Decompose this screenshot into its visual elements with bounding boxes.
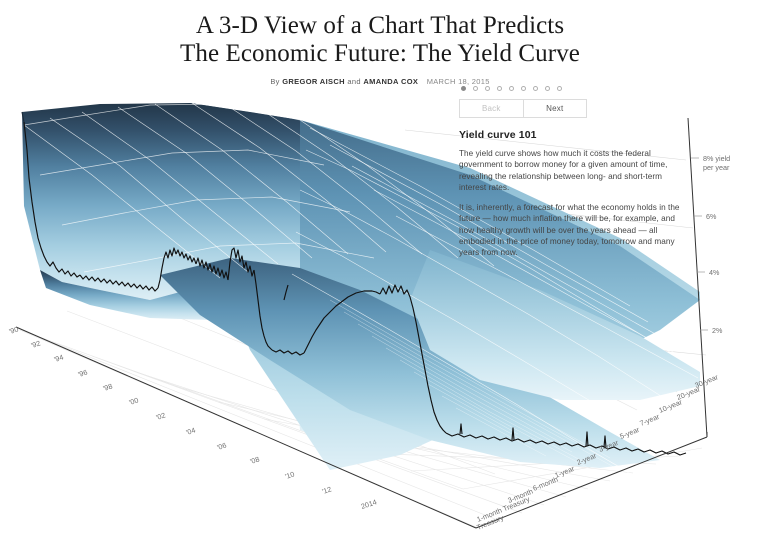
year-tick: '10 [284,469,296,480]
year-tick: '92 [30,338,42,349]
surface-far-fan [410,250,700,400]
author-name-2[interactable]: AMANDA COX [363,77,419,86]
story-stepper-panel[interactable]: Back Next Yield curve 101 The yield curv… [459,83,691,267]
yield-tick: 6% [706,212,717,221]
story-heading: Yield curve 101 [459,129,537,141]
byline-prefix: By [270,77,280,86]
year-tick: '06 [216,440,228,451]
year-tick: '96 [77,367,89,378]
back-button[interactable]: Back [460,100,523,117]
year-tick: '00 [128,395,140,406]
article-header: A 3-D View of a Chart That Predicts The … [0,0,760,86]
year-tick: '90 [8,324,20,335]
yield-surface[interactable] [22,102,700,483]
yield-tick-top-sub: per year [703,163,730,172]
year-tick: '08 [249,454,261,465]
page-title: A 3-D View of a Chart That Predicts The … [100,12,660,68]
year-tick: 2014 [360,497,378,511]
maturity-tick: 7-year [638,412,661,428]
step-dot-5[interactable] [509,85,514,91]
surface-gridlines-year [23,103,375,273]
step-dot-4[interactable] [497,85,502,91]
step-navigation[interactable]: Back Next [459,99,587,118]
next-button[interactable]: Next [522,100,586,117]
step-dots[interactable] [459,83,691,93]
step-dot-9[interactable] [557,85,562,91]
surface-left-edge [21,111,25,123]
headline-line-1: A 3-D View of a Chart That Predicts [195,12,565,39]
byline-conjunction: and [347,77,361,86]
publish-date: MARCH 18, 2015 [426,77,490,86]
yield-tick-top: 8% yield [703,154,730,163]
step-dot-7[interactable] [533,85,538,91]
maturity-tick: 1-year [553,464,576,480]
step-dot-2[interactable] [473,85,478,91]
step-dot-6[interactable] [521,85,526,91]
story-paragraph-1: The yield curve shows how much it costs … [459,149,668,193]
author-name-1[interactable]: GREGOR AISCH [282,77,345,86]
yield-tick: 4% [709,268,720,277]
surface-front-panel [22,103,300,300]
year-tick: '12 [321,484,333,495]
step-dot-1[interactable] [461,85,466,91]
headline-line-2: The Economic Future: The Yield Curve [179,40,581,67]
story-paragraph-2: It is, inherently, a forecast for what t… [459,202,680,258]
year-tick: '02 [155,410,167,421]
step-dot-3[interactable] [485,85,490,91]
maturity-tick: 5-year [618,425,641,441]
year-tick: '04 [185,425,197,436]
yield-axis: 2% 4% 6% 8% yield per year [687,117,730,438]
yield-tick: 2% [712,326,723,335]
year-tick: '98 [102,381,114,392]
surface-gridlines-far [291,127,699,483]
year-tick: '94 [53,352,65,363]
one-month-treasury-edge-line [23,121,687,456]
byline: By GREGOR AISCH and AMANDA COX MARCH 18,… [0,77,760,86]
yield-axis-ticks: 2% 4% 6% 8% yield per year [703,154,730,335]
step-dot-8[interactable] [545,85,550,91]
